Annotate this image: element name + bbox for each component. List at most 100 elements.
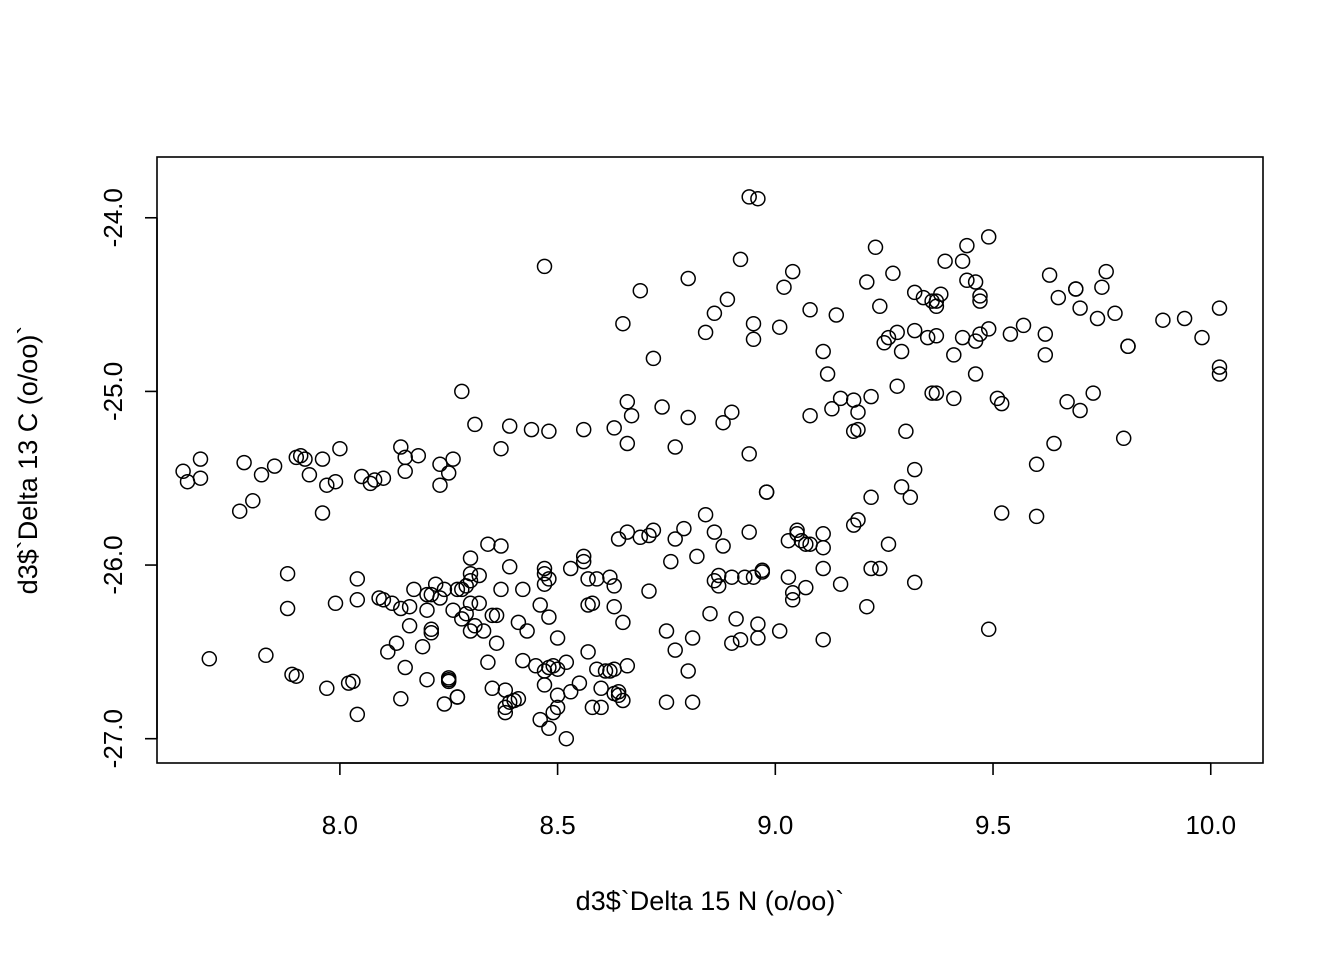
data-point	[349, 706, 366, 723]
data-point	[406, 581, 422, 598]
data-point	[1072, 300, 1088, 316]
data-point	[680, 663, 696, 679]
data-point	[423, 586, 440, 603]
data-point	[575, 553, 592, 570]
data-point	[606, 598, 622, 615]
data-point	[488, 635, 505, 651]
data-point	[741, 524, 757, 540]
data-point	[231, 503, 248, 519]
data-point	[889, 324, 905, 341]
data-point	[467, 416, 483, 433]
data-point	[697, 324, 714, 341]
data-point	[697, 506, 714, 523]
data-point	[484, 607, 501, 624]
data-point	[876, 335, 892, 351]
data-point	[832, 390, 849, 407]
data-point	[771, 319, 788, 335]
data-point	[641, 583, 657, 599]
data-point	[863, 489, 879, 506]
data-point	[798, 536, 814, 552]
data-point	[1211, 300, 1228, 316]
data-point	[933, 286, 949, 302]
data-point	[584, 595, 601, 612]
data-point	[515, 652, 531, 669]
data-point	[549, 661, 566, 677]
data-point	[789, 522, 805, 539]
data-point	[654, 399, 670, 415]
data-point	[589, 571, 605, 587]
data-point	[536, 677, 553, 693]
data-point	[175, 463, 191, 480]
y-axis-title: d3$`Delta 13 C (o/oo)`	[13, 326, 43, 595]
data-point	[928, 385, 945, 401]
data-point	[663, 553, 679, 570]
data-point	[972, 288, 988, 304]
data-point	[510, 691, 527, 707]
data-point	[501, 418, 518, 434]
data-point	[423, 625, 440, 641]
data-point	[606, 661, 622, 677]
data-point	[889, 378, 905, 394]
data-point	[454, 611, 470, 627]
data-point	[1059, 394, 1075, 410]
x-tick-label: 9.0	[757, 810, 793, 840]
data-point	[619, 658, 636, 674]
x-tick-label: 9.5	[975, 810, 1011, 840]
data-point	[279, 600, 296, 617]
data-point	[815, 343, 831, 360]
data-point	[541, 423, 557, 440]
data-point	[645, 350, 662, 367]
data-point	[771, 623, 788, 639]
data-point	[784, 263, 801, 280]
data-point	[393, 600, 409, 617]
data-point	[462, 550, 479, 566]
data-point	[724, 569, 740, 585]
data-point	[946, 390, 962, 407]
data-point	[253, 467, 270, 483]
data-point	[419, 602, 435, 618]
data-point	[606, 420, 622, 436]
data-point	[375, 470, 392, 486]
data-point	[758, 484, 775, 500]
data-point	[906, 284, 923, 301]
data-point	[824, 401, 840, 417]
data-point	[380, 644, 396, 660]
data-point	[519, 623, 535, 639]
data-point	[684, 694, 701, 710]
data-point	[440, 673, 457, 690]
data-point	[645, 522, 662, 539]
data-point	[440, 670, 457, 686]
data-point	[815, 631, 831, 648]
data-point	[906, 574, 923, 591]
data-point	[745, 331, 762, 348]
data-point	[719, 291, 736, 308]
data-point	[414, 638, 431, 655]
data-point	[776, 279, 792, 295]
data-point	[724, 404, 740, 420]
data-point	[684, 630, 701, 646]
data-point	[867, 239, 884, 256]
data-point	[1089, 310, 1106, 327]
data-point	[314, 505, 331, 521]
data-point	[784, 585, 801, 601]
data-point	[580, 644, 596, 660]
data-point	[245, 493, 261, 509]
data-point	[902, 489, 919, 506]
data-point	[462, 595, 479, 612]
data-point	[571, 675, 588, 691]
data-point	[732, 251, 749, 268]
data-point	[1028, 456, 1045, 473]
data-point	[1068, 281, 1084, 297]
data-point	[471, 567, 487, 584]
data-point	[872, 298, 888, 315]
data-point	[432, 477, 448, 493]
data-point	[1094, 279, 1110, 295]
data-point	[314, 451, 331, 467]
data-point	[959, 272, 975, 289]
data-point	[819, 366, 836, 382]
data-point	[967, 366, 984, 382]
data-point	[745, 315, 762, 332]
data-point	[667, 439, 683, 455]
data-point	[580, 571, 596, 587]
